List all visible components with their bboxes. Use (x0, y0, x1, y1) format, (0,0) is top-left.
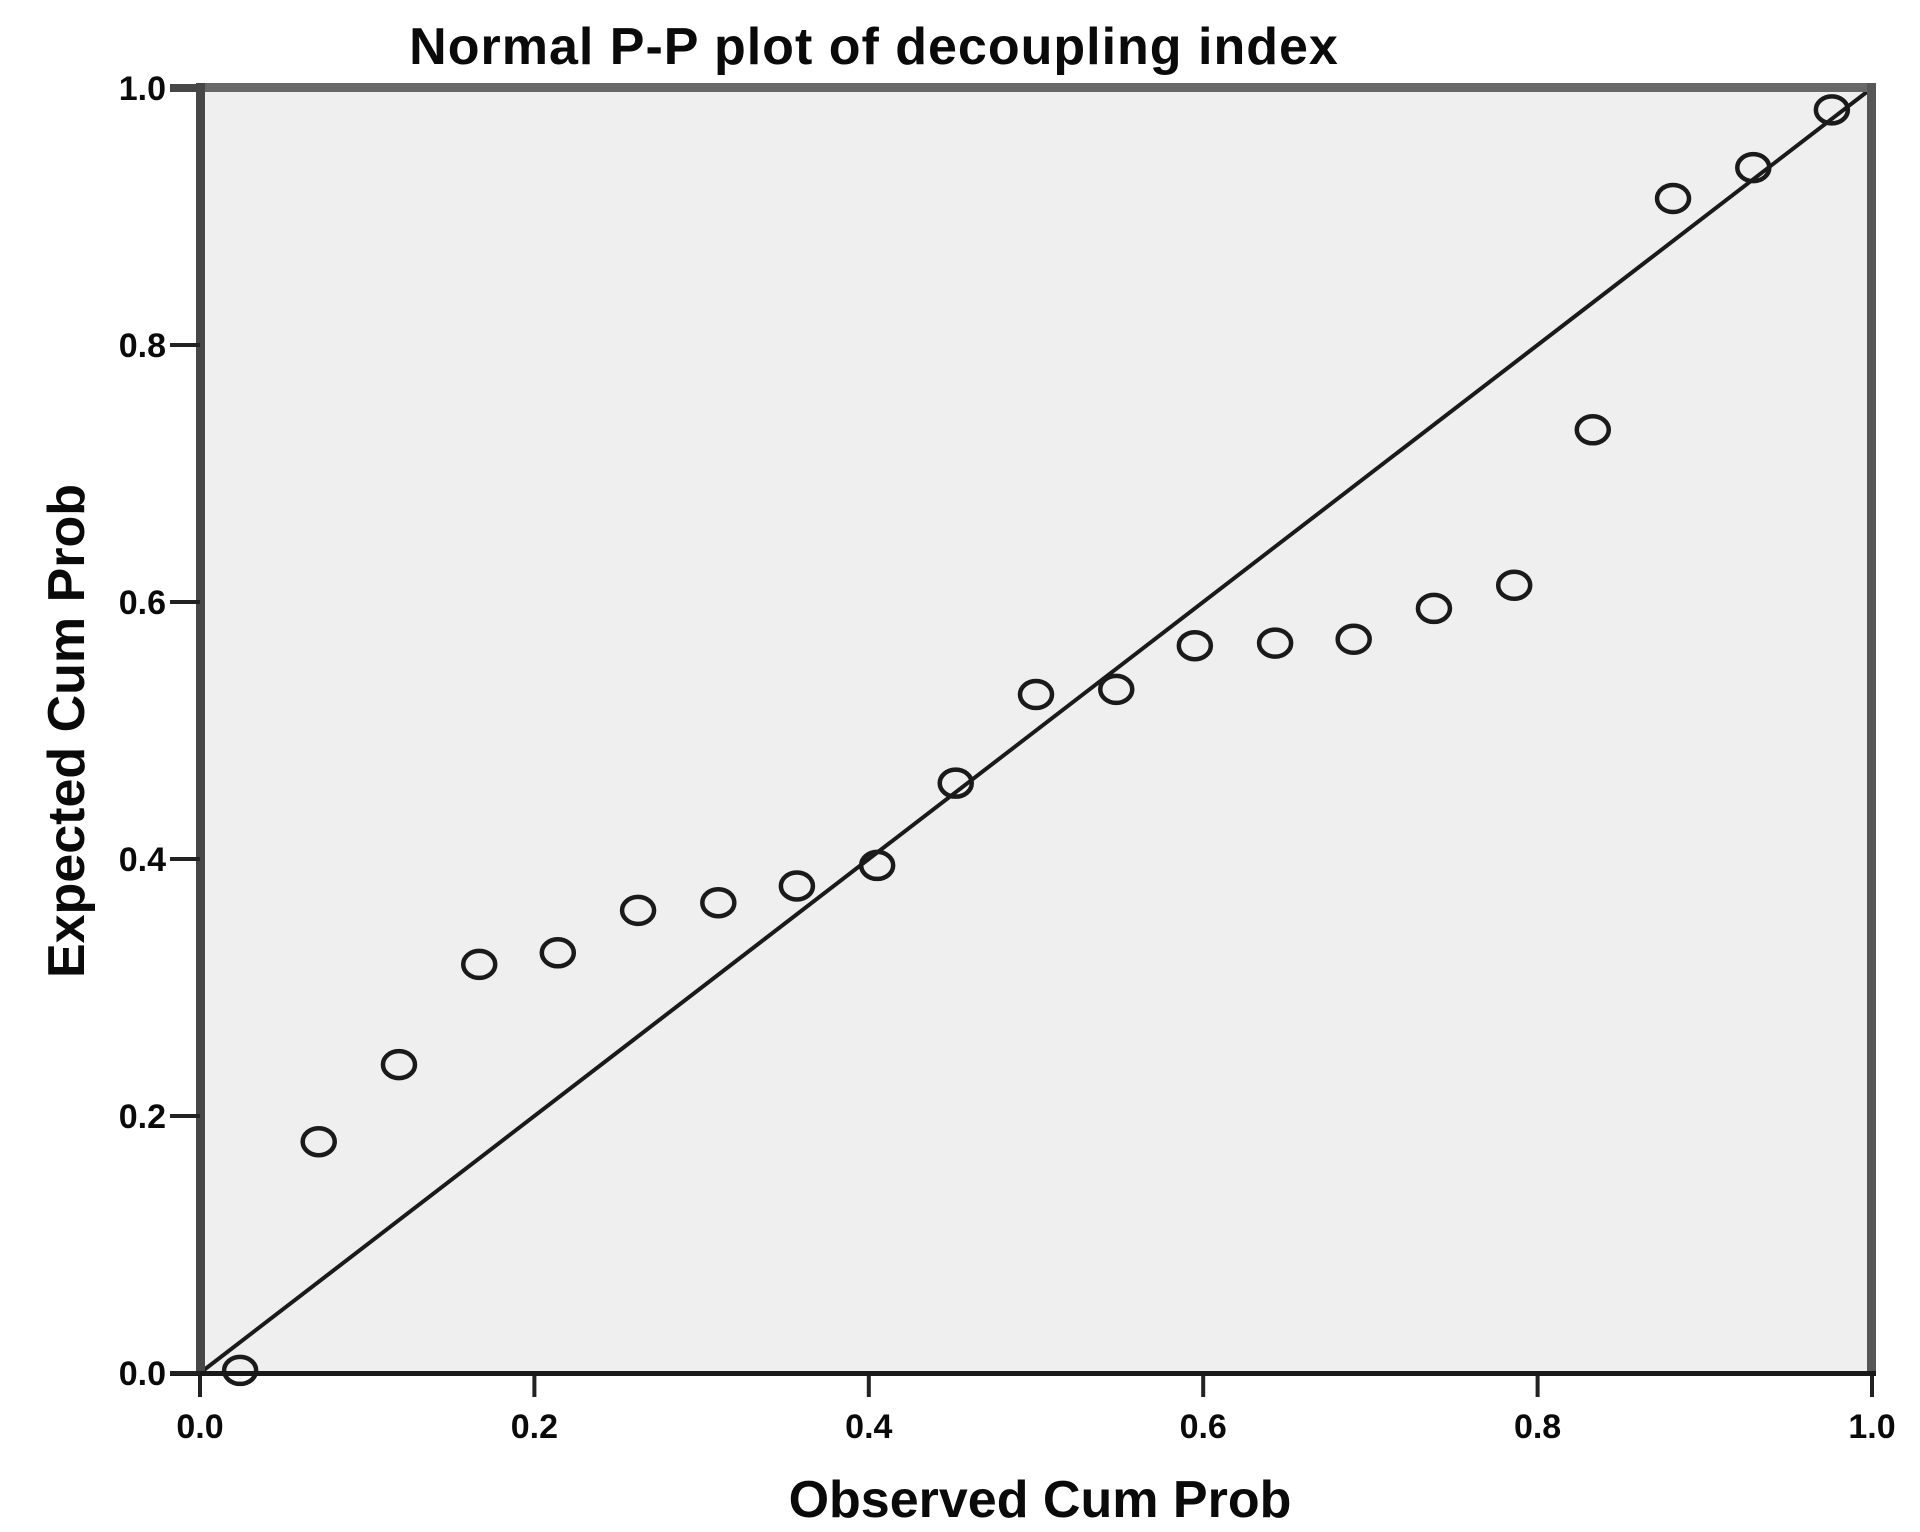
data-point (1495, 569, 1533, 602)
y-tick-label: 0.4 (119, 841, 166, 879)
x-tick-label: 1.0 (1848, 1408, 1895, 1446)
data-point (619, 894, 657, 927)
data-point (858, 849, 896, 882)
x-tick (1535, 1376, 1540, 1397)
data-point (937, 767, 974, 799)
data-point (1176, 629, 1214, 662)
x-tick (1201, 1376, 1206, 1397)
y-axis-title: Expected Cum Prob (38, 484, 96, 978)
y-tick-label: 1.0 (119, 70, 166, 108)
y-tick (170, 1114, 200, 1118)
data-point (1735, 151, 1772, 184)
data-point (539, 937, 577, 969)
x-tick-label: 0.0 (176, 1408, 223, 1446)
data-point (380, 1048, 418, 1081)
x-tick (1870, 1376, 1874, 1397)
x-tick-label: 0.8 (1514, 1408, 1561, 1446)
frame-right (1867, 83, 1876, 1373)
axis-ticks-layer (170, 84, 1874, 1397)
data-point (778, 870, 816, 902)
frame-top (196, 83, 1876, 92)
data-point (221, 1354, 259, 1387)
y-tick-label: 0.2 (119, 1098, 166, 1136)
data-point (700, 886, 737, 919)
x-axis-line (170, 1371, 1876, 1376)
plot-frame-layer (170, 83, 1876, 1376)
data-point (1813, 94, 1851, 126)
data-point (1098, 673, 1135, 706)
data-point (1335, 623, 1372, 656)
reference-line-layer (198, 86, 1874, 1375)
data-point (460, 948, 498, 981)
x-tick-label: 0.2 (511, 1408, 558, 1446)
y-tick-label: 0.8 (119, 327, 166, 365)
data-point (1415, 592, 1453, 625)
chart-title: Normal P-P plot of decoupling index (409, 18, 1339, 76)
y-tick (170, 600, 200, 604)
data-points-layer (221, 94, 1851, 1387)
x-tick (866, 1376, 871, 1397)
y-tick (170, 1371, 200, 1375)
y-tick (170, 84, 200, 92)
x-tick-label: 0.4 (845, 1408, 892, 1446)
y-tick (170, 343, 200, 347)
tick-labels-layer: 0.0 0.2 0.4 0.6 0.8 1.0 0.0 0.2 0.4 0.6 0.8 1.0 (119, 70, 1896, 1446)
data-point (1654, 182, 1692, 215)
reference-line (198, 86, 1874, 1375)
x-axis-title: Observed Cum Prob (789, 1471, 1292, 1529)
x-tick (198, 1376, 202, 1397)
data-point (1017, 678, 1055, 711)
frame-left (196, 83, 205, 1373)
data-point (1574, 414, 1612, 446)
y-tick (170, 857, 200, 861)
data-point (1256, 627, 1294, 659)
x-tick-label: 0.6 (1180, 1408, 1227, 1446)
data-point (300, 1125, 337, 1158)
x-tick (532, 1376, 537, 1397)
y-tick-label: 0.6 (119, 584, 166, 622)
y-tick-label: 0.0 (119, 1355, 166, 1393)
